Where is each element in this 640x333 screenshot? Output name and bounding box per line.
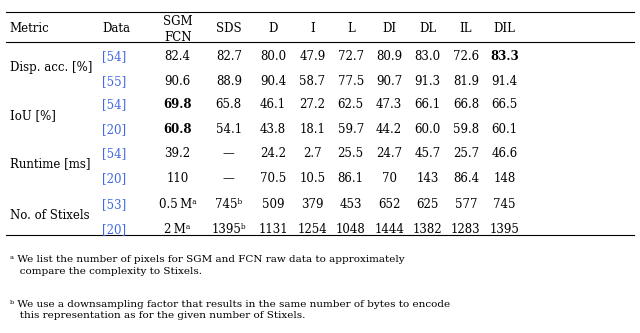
Text: DL: DL (419, 22, 436, 35)
Text: Runtime [ms]: Runtime [ms] (10, 158, 90, 170)
Text: [54]: [54] (102, 98, 127, 112)
Text: 45.7: 45.7 (414, 147, 441, 160)
Text: 2.7: 2.7 (303, 147, 322, 160)
Text: 1395: 1395 (490, 223, 519, 236)
Text: 90.4: 90.4 (260, 75, 286, 88)
Text: No. of Stixels: No. of Stixels (10, 209, 89, 222)
Text: 66.5: 66.5 (491, 98, 518, 112)
Text: 1395ᵇ: 1395ᵇ (211, 223, 246, 236)
Text: 25.5: 25.5 (338, 147, 364, 160)
Text: 62.5: 62.5 (338, 98, 364, 112)
Text: 1283: 1283 (451, 223, 481, 236)
Text: 0.5 Mᵃ: 0.5 Mᵃ (159, 198, 196, 211)
Text: 1444: 1444 (374, 223, 404, 236)
Text: 60.0: 60.0 (414, 123, 441, 137)
Text: 88.9: 88.9 (216, 75, 242, 88)
Text: 66.8: 66.8 (453, 98, 479, 112)
Text: 1382: 1382 (413, 223, 442, 236)
Text: [20]: [20] (102, 171, 127, 185)
Text: 143: 143 (417, 171, 438, 185)
Text: 81.9: 81.9 (453, 75, 479, 88)
Text: [54]: [54] (102, 50, 127, 63)
Text: D: D (268, 22, 278, 35)
Text: 70: 70 (381, 171, 397, 185)
Text: SGM
FCN: SGM FCN (163, 15, 193, 45)
Text: 47.3: 47.3 (376, 98, 403, 112)
Text: 90.7: 90.7 (376, 75, 403, 88)
Text: 1048: 1048 (336, 223, 365, 236)
Text: DIL: DIL (493, 22, 515, 35)
Text: [54]: [54] (102, 147, 127, 160)
Text: Disp. acc. [%]: Disp. acc. [%] (10, 61, 92, 74)
Text: 110: 110 (166, 171, 189, 185)
Text: 25.7: 25.7 (453, 147, 479, 160)
Text: ᵇ We use a downsampling factor that results in the same number of bytes to encod: ᵇ We use a downsampling factor that resu… (10, 300, 450, 320)
Text: 745ᵇ: 745ᵇ (215, 198, 243, 211)
Text: 27.2: 27.2 (300, 98, 325, 112)
Text: [53]: [53] (102, 198, 127, 211)
Text: 69.8: 69.8 (163, 98, 192, 112)
Text: 453: 453 (339, 198, 362, 211)
Text: 652: 652 (378, 198, 400, 211)
Text: 91.3: 91.3 (415, 75, 440, 88)
Text: —: — (223, 171, 235, 185)
Text: IL: IL (460, 22, 472, 35)
Text: —: — (223, 147, 235, 160)
Text: 60.1: 60.1 (492, 123, 517, 137)
Text: 1254: 1254 (298, 223, 327, 236)
Text: 70.5: 70.5 (260, 171, 286, 185)
Text: 46.1: 46.1 (260, 98, 286, 112)
Text: 39.2: 39.2 (164, 147, 191, 160)
Text: 86.4: 86.4 (453, 171, 479, 185)
Text: 90.6: 90.6 (164, 75, 191, 88)
Text: 80.0: 80.0 (260, 50, 286, 63)
Text: DI: DI (382, 22, 396, 35)
Text: 72.7: 72.7 (338, 50, 364, 63)
Text: 91.4: 91.4 (492, 75, 517, 88)
Text: SDS: SDS (216, 22, 242, 35)
Text: 44.2: 44.2 (376, 123, 402, 137)
Text: 72.6: 72.6 (453, 50, 479, 63)
Text: ᵃ We list the number of pixels for SGM and FCN raw data to approximately
   comp: ᵃ We list the number of pixels for SGM a… (10, 255, 404, 275)
Text: 59.8: 59.8 (453, 123, 479, 137)
Text: 82.4: 82.4 (164, 50, 191, 63)
Text: 60.8: 60.8 (163, 123, 192, 137)
Text: [20]: [20] (102, 123, 127, 137)
Text: 24.7: 24.7 (376, 147, 402, 160)
Text: IoU [%]: IoU [%] (10, 109, 56, 122)
Text: 379: 379 (301, 198, 324, 211)
Text: 148: 148 (493, 171, 515, 185)
Text: [55]: [55] (102, 75, 127, 88)
Text: 2 Mᵃ: 2 Mᵃ (164, 223, 191, 236)
Text: 77.5: 77.5 (337, 75, 364, 88)
Text: 83.3: 83.3 (490, 50, 518, 63)
Text: 24.2: 24.2 (260, 147, 286, 160)
Text: [20]: [20] (102, 223, 127, 236)
Text: 46.6: 46.6 (491, 147, 518, 160)
Text: L: L (347, 22, 355, 35)
Text: 58.7: 58.7 (300, 75, 325, 88)
Text: 66.1: 66.1 (415, 98, 440, 112)
Text: 745: 745 (493, 198, 516, 211)
Text: Data: Data (102, 22, 131, 35)
Text: 10.5: 10.5 (300, 171, 325, 185)
Text: I: I (310, 22, 315, 35)
Text: 43.8: 43.8 (260, 123, 286, 137)
Text: 509: 509 (262, 198, 284, 211)
Text: 18.1: 18.1 (300, 123, 325, 137)
Text: 625: 625 (417, 198, 438, 211)
Text: Metric: Metric (10, 22, 49, 35)
Text: 82.7: 82.7 (216, 50, 242, 63)
Text: 1131: 1131 (258, 223, 288, 236)
Text: 83.0: 83.0 (415, 50, 440, 63)
Text: 80.9: 80.9 (376, 50, 402, 63)
Text: 86.1: 86.1 (338, 171, 364, 185)
Text: 577: 577 (454, 198, 477, 211)
Text: 47.9: 47.9 (299, 50, 326, 63)
Text: 59.7: 59.7 (337, 123, 364, 137)
Text: 65.8: 65.8 (216, 98, 242, 112)
Text: 54.1: 54.1 (216, 123, 242, 137)
